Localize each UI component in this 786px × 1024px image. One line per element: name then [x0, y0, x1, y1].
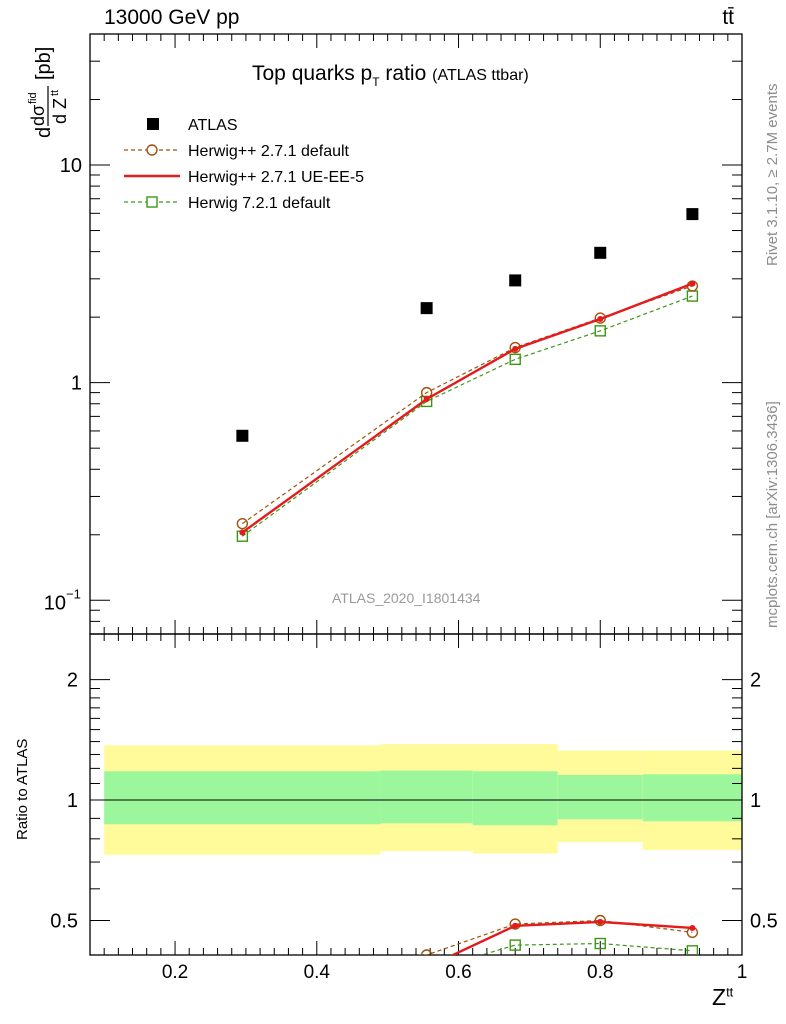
- series-herwig-2-7-1-ue-ee-5: [239, 280, 696, 536]
- data-point: [509, 918, 521, 930]
- series-herwig-2-7-1-ue-ee-5: [239, 918, 696, 981]
- y-tick-exponent: −1: [66, 586, 81, 601]
- y-tick-label-right: 0.5: [750, 911, 778, 933]
- series-line: [479, 942, 693, 955]
- legend-label: Herwig++ 2.7.1 default: [188, 143, 350, 160]
- series-line: [413, 919, 693, 955]
- x-tick-label: 1: [737, 962, 748, 983]
- data-point: [424, 964, 430, 970]
- legend-label: ATLAS: [188, 117, 238, 134]
- title-paren: (ATLAS ttbar): [432, 67, 529, 84]
- legend-marker: [146, 144, 158, 156]
- y-tick-label: 1: [67, 790, 78, 812]
- title-subscript: T: [372, 75, 380, 89]
- data-point: [594, 914, 606, 927]
- inner-band: [642, 774, 742, 822]
- y-tick-label: 10: [60, 155, 82, 177]
- series-herwig-2-7-1-default: [236, 280, 699, 530]
- series-herwig-7-2-1-default: [237, 937, 699, 993]
- chart-title: Top quarks pT ratio (ATLAS ttbar): [252, 62, 529, 89]
- data-point: [509, 939, 521, 951]
- x-tick-label: 0.4: [304, 962, 331, 983]
- y-tick-label-right: 1: [750, 790, 761, 812]
- header-final-state-label: tt̄: [722, 6, 734, 29]
- svg-text:d Z: d Z: [50, 98, 70, 124]
- legend-marker: [147, 118, 159, 130]
- series-atlas: [236, 208, 699, 442]
- y-tick-label: 0.5: [50, 911, 78, 933]
- legend-item: Herwig 7.2.1 default: [124, 195, 331, 212]
- legend-item: Herwig++ 2.7.1 UE-EE-5: [124, 169, 364, 186]
- series-line: [242, 295, 693, 537]
- data-point: [594, 325, 606, 337]
- analysis-id-label: ATLAS_2020_I1801434: [332, 590, 481, 606]
- data-point: [512, 345, 519, 352]
- svg-text:fid: fid: [27, 92, 39, 104]
- data-point: [689, 924, 696, 931]
- title-after: ratio: [379, 62, 433, 85]
- series-herwig-7-2-1-default: [236, 290, 699, 542]
- data-point: [420, 949, 433, 955]
- data-point: [597, 316, 604, 323]
- data-point: [686, 945, 699, 955]
- legend-marker: [146, 196, 158, 208]
- title-main: Top quarks p: [252, 62, 373, 85]
- y-tick-label: 1: [71, 373, 82, 395]
- legend-label: Herwig++ 2.7.1 UE-EE-5: [188, 169, 364, 186]
- legend-item: Herwig++ 2.7.1 default: [124, 143, 350, 160]
- data-point: [597, 918, 604, 925]
- legend: ATLAS Herwig++ 2.7.1 default Herwig++ 2.7.…: [124, 117, 364, 212]
- y-axis-label-top: d dσ fid d Z tt [pb]: [26, 30, 70, 140]
- svg-text:[pb]: [pb]: [33, 47, 55, 80]
- data-point: [512, 922, 519, 929]
- data-point: [420, 302, 433, 315]
- x-tick-label: 0.2: [162, 962, 188, 983]
- y-tick-label-right: 2: [750, 670, 761, 692]
- data-point: [509, 274, 522, 287]
- legend-item: ATLAS: [147, 117, 238, 134]
- data-point: [237, 959, 247, 969]
- inner-band: [472, 771, 558, 826]
- uncertainty-bands: [104, 744, 742, 855]
- data-point: [689, 280, 696, 287]
- data-point: [239, 975, 245, 981]
- data-point: [686, 208, 699, 221]
- data-point: [239, 529, 246, 536]
- svg-text:dσ: dσ: [28, 105, 48, 126]
- x-tick-label: 0.6: [445, 962, 471, 983]
- x-ticks: 0.2 0.4 0.6 0.8 1: [89, 34, 748, 983]
- data-point: [236, 429, 249, 442]
- y-tick-label: 2: [67, 670, 78, 692]
- data-point: [423, 396, 430, 403]
- data-point: [509, 353, 521, 366]
- x-tick-label: 0.8: [587, 962, 613, 983]
- inner-band: [380, 770, 473, 824]
- data-point: [422, 966, 432, 976]
- inner-band: [557, 775, 643, 820]
- y-ticks-bottom: 2 2 1 1 0.5 0.5: [50, 670, 778, 933]
- svg-text:d: d: [33, 127, 55, 138]
- legend-label: Herwig 7.2.1 default: [188, 195, 331, 212]
- svg-text:tt: tt: [49, 90, 61, 96]
- y-tick-label: 10: [44, 592, 66, 614]
- data-point: [594, 937, 606, 950]
- inner-band: [104, 771, 381, 825]
- data-point: [236, 517, 249, 530]
- header-process-label: 13000 GeV pp: [104, 6, 240, 29]
- data-point: [237, 983, 247, 993]
- x-axis-label: Ztt: [712, 984, 734, 1010]
- data-point: [594, 246, 607, 259]
